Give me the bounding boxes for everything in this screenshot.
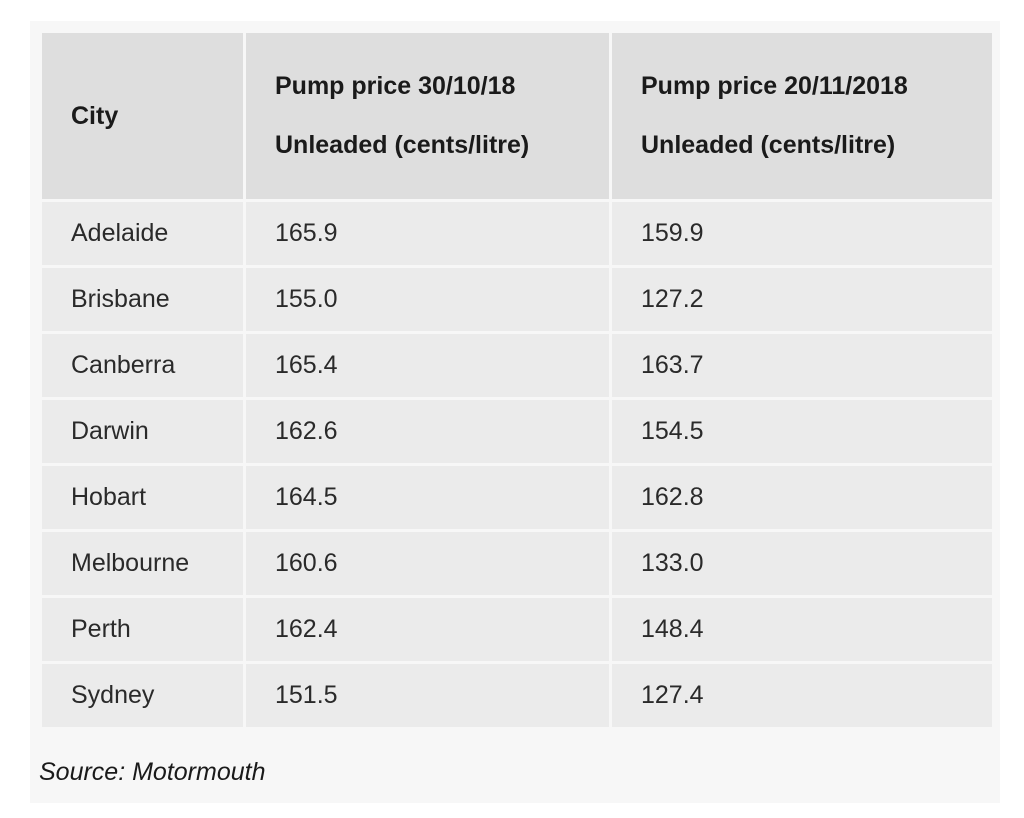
table-row: Sydney 151.5 127.4 xyxy=(42,664,992,727)
cell-price-nov: 148.4 xyxy=(612,598,992,661)
header-price-oct-title: Pump price 30/10/18 xyxy=(275,72,516,100)
cell-price-oct: 162.4 xyxy=(246,598,609,661)
header-city: City xyxy=(42,33,243,199)
table-row: Adelaide 165.9 159.9 xyxy=(42,202,992,265)
cell-price-oct: 165.4 xyxy=(246,334,609,397)
cell-city: Hobart xyxy=(42,466,243,529)
cell-price-nov: 127.4 xyxy=(612,664,992,727)
cell-price-oct: 151.5 xyxy=(246,664,609,727)
cell-price-oct: 165.9 xyxy=(246,202,609,265)
cell-city: Melbourne xyxy=(42,532,243,595)
cell-price-nov: 163.7 xyxy=(612,334,992,397)
table-row: Hobart 164.5 162.8 xyxy=(42,466,992,529)
cell-price-nov: 162.8 xyxy=(612,466,992,529)
cell-city: Darwin xyxy=(42,400,243,463)
cell-city: Sydney xyxy=(42,664,243,727)
header-price-nov-unit: Unleaded (cents/litre) xyxy=(641,131,896,159)
cell-price-nov: 154.5 xyxy=(612,400,992,463)
table-row: Brisbane 155.0 127.2 xyxy=(42,268,992,331)
pump-price-table: City Pump price 30/10/18 Unleaded (cents… xyxy=(39,30,995,730)
table-row: Melbourne 160.6 133.0 xyxy=(42,532,992,595)
cell-city: Adelaide xyxy=(42,202,243,265)
table-row: Darwin 162.6 154.5 xyxy=(42,400,992,463)
cell-city: Canberra xyxy=(42,334,243,397)
cell-city: Perth xyxy=(42,598,243,661)
source-caption: Source: Motormouth xyxy=(39,758,266,786)
cell-price-nov: 159.9 xyxy=(612,202,992,265)
cell-price-nov: 127.2 xyxy=(612,268,992,331)
cell-price-oct: 155.0 xyxy=(246,268,609,331)
cell-price-oct: 164.5 xyxy=(246,466,609,529)
content-panel: City Pump price 30/10/18 Unleaded (cents… xyxy=(30,21,1000,803)
cell-price-nov: 133.0 xyxy=(612,532,992,595)
header-price-nov-title: Pump price 20/11/2018 xyxy=(641,72,908,100)
cell-price-oct: 160.6 xyxy=(246,532,609,595)
table-header-row: City Pump price 30/10/18 Unleaded (cents… xyxy=(42,33,992,199)
header-price-oct: Pump price 30/10/18 Unleaded (cents/litr… xyxy=(246,33,609,199)
header-price-nov: Pump price 20/11/2018 Unleaded (cents/li… xyxy=(612,33,992,199)
cell-price-oct: 162.6 xyxy=(246,400,609,463)
cell-city: Brisbane xyxy=(42,268,243,331)
table-row: Canberra 165.4 163.7 xyxy=(42,334,992,397)
header-city-label: City xyxy=(71,101,119,130)
table-row: Perth 162.4 148.4 xyxy=(42,598,992,661)
header-price-oct-unit: Unleaded (cents/litre) xyxy=(275,131,530,159)
